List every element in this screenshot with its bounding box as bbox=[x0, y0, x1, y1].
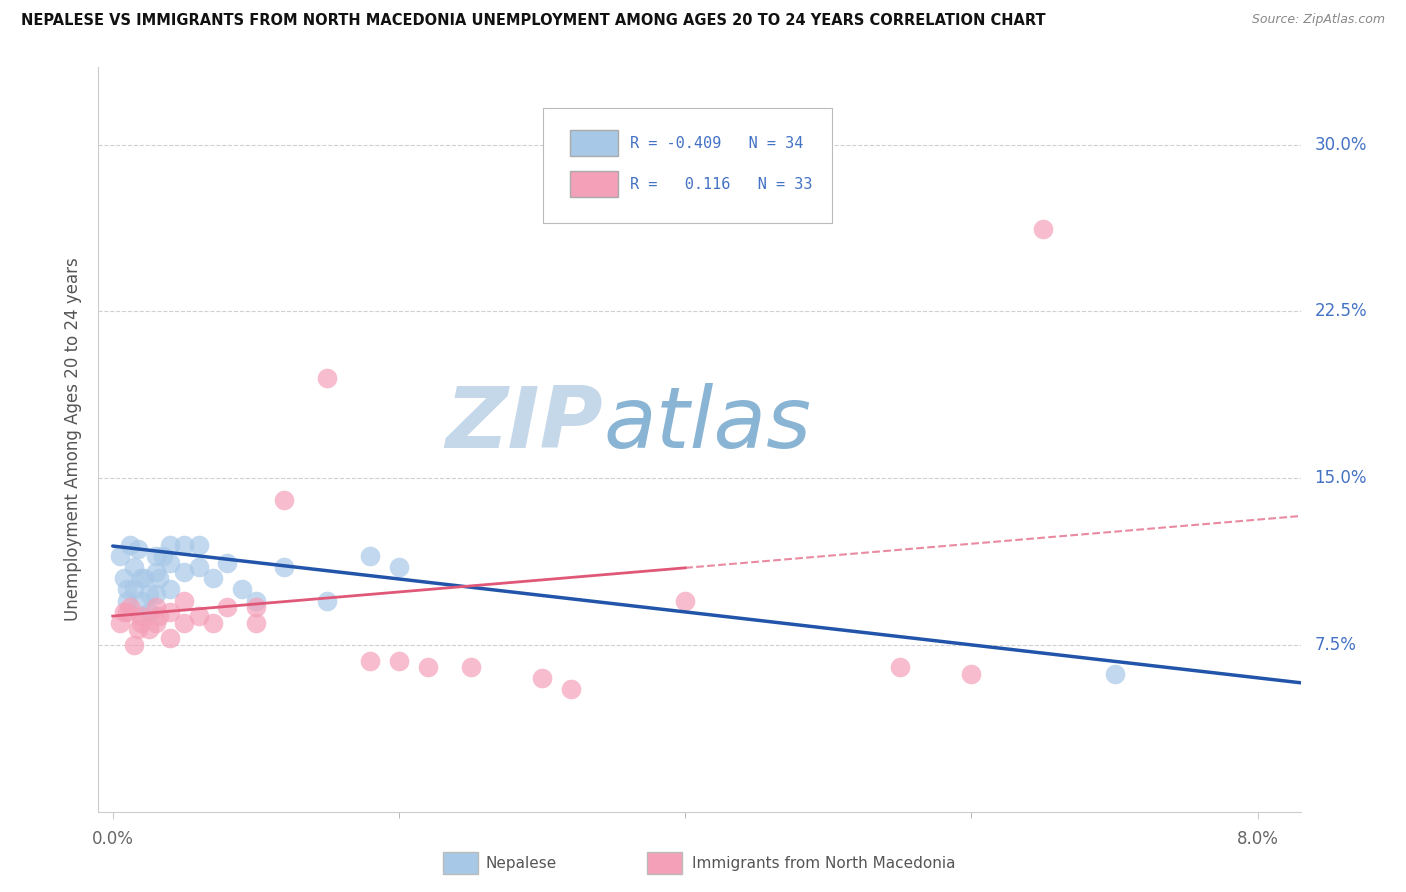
Text: atlas: atlas bbox=[603, 383, 811, 466]
Point bbox=[145, 615, 167, 630]
Point bbox=[173, 538, 195, 552]
Point bbox=[217, 600, 239, 615]
Point bbox=[273, 560, 295, 574]
Point bbox=[201, 615, 224, 630]
Point bbox=[118, 600, 141, 615]
Point bbox=[889, 660, 911, 674]
Point bbox=[131, 593, 153, 607]
Point bbox=[187, 538, 209, 552]
Text: R =   0.116   N = 33: R = 0.116 N = 33 bbox=[630, 177, 813, 192]
Point bbox=[217, 556, 239, 570]
Point bbox=[134, 571, 156, 585]
Point bbox=[122, 582, 145, 597]
Point bbox=[245, 600, 267, 615]
Point bbox=[231, 582, 253, 597]
Point bbox=[1104, 666, 1126, 681]
Point bbox=[152, 549, 174, 563]
Point bbox=[159, 605, 181, 619]
Point bbox=[128, 542, 150, 557]
Point bbox=[245, 593, 267, 607]
Point bbox=[359, 654, 381, 668]
Point bbox=[138, 623, 160, 637]
Point bbox=[201, 571, 224, 585]
Point bbox=[416, 660, 439, 674]
Point bbox=[173, 593, 195, 607]
Text: 7.5%: 7.5% bbox=[1315, 636, 1357, 654]
Point bbox=[245, 615, 267, 630]
Text: ZIP: ZIP bbox=[446, 383, 603, 466]
Point bbox=[145, 600, 167, 615]
Point bbox=[187, 609, 209, 624]
Point bbox=[115, 582, 138, 597]
Text: Source: ZipAtlas.com: Source: ZipAtlas.com bbox=[1251, 13, 1385, 27]
Point bbox=[128, 623, 150, 637]
FancyBboxPatch shape bbox=[543, 108, 832, 223]
Point bbox=[388, 560, 411, 574]
Text: NEPALESE VS IMMIGRANTS FROM NORTH MACEDONIA UNEMPLOYMENT AMONG AGES 20 TO 24 YEA: NEPALESE VS IMMIGRANTS FROM NORTH MACEDO… bbox=[21, 13, 1046, 29]
Text: Nepalese: Nepalese bbox=[485, 856, 557, 871]
Point bbox=[159, 556, 181, 570]
Point bbox=[115, 605, 138, 619]
Text: Immigrants from North Macedonia: Immigrants from North Macedonia bbox=[692, 856, 955, 871]
Point bbox=[673, 593, 696, 607]
Point bbox=[460, 660, 482, 674]
FancyBboxPatch shape bbox=[569, 130, 617, 156]
Text: 15.0%: 15.0% bbox=[1315, 469, 1367, 487]
Text: R = -0.409   N = 34: R = -0.409 N = 34 bbox=[630, 136, 803, 151]
Point bbox=[159, 538, 181, 552]
Point bbox=[316, 371, 339, 385]
Point bbox=[118, 538, 141, 552]
Text: 22.5%: 22.5% bbox=[1315, 302, 1367, 320]
Point bbox=[560, 682, 582, 697]
Point bbox=[316, 593, 339, 607]
Point bbox=[531, 671, 554, 685]
Point bbox=[960, 666, 983, 681]
Point bbox=[138, 587, 160, 601]
Point bbox=[359, 549, 381, 563]
Point bbox=[148, 609, 170, 624]
Point bbox=[131, 571, 153, 585]
Point bbox=[122, 638, 145, 652]
Text: 30.0%: 30.0% bbox=[1315, 136, 1367, 153]
Point bbox=[122, 560, 145, 574]
Point bbox=[138, 605, 160, 619]
Point bbox=[115, 593, 138, 607]
Point bbox=[145, 549, 167, 563]
Point bbox=[187, 560, 209, 574]
Point bbox=[1032, 222, 1054, 236]
Point bbox=[145, 565, 167, 579]
Point bbox=[273, 493, 295, 508]
Point bbox=[148, 571, 170, 585]
Point bbox=[112, 571, 135, 585]
Point bbox=[173, 565, 195, 579]
FancyBboxPatch shape bbox=[569, 171, 617, 197]
Point bbox=[173, 615, 195, 630]
Point bbox=[159, 632, 181, 646]
Point bbox=[108, 615, 131, 630]
Point bbox=[131, 615, 153, 630]
Point bbox=[108, 549, 131, 563]
Point bbox=[131, 609, 153, 624]
Point bbox=[388, 654, 411, 668]
Point bbox=[112, 605, 135, 619]
Point bbox=[145, 587, 167, 601]
Y-axis label: Unemployment Among Ages 20 to 24 years: Unemployment Among Ages 20 to 24 years bbox=[63, 258, 82, 621]
Point bbox=[159, 582, 181, 597]
